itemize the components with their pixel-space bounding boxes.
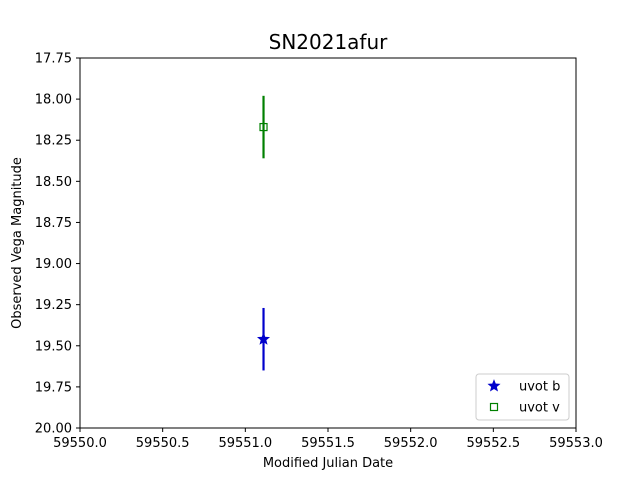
data-marks bbox=[256, 95, 271, 371]
x-axis-label: Modified Julian Date bbox=[263, 456, 393, 471]
x-tick-label: 59550.0 bbox=[53, 436, 107, 451]
data-point-square bbox=[259, 122, 268, 132]
y-tick-label: 18.75 bbox=[35, 216, 72, 231]
y-tick-label: 17.75 bbox=[35, 52, 72, 67]
x-tick-label: 59550.5 bbox=[136, 436, 190, 451]
chart-title: SN2021afur bbox=[269, 30, 389, 54]
legend-label: uvot b bbox=[519, 380, 560, 395]
y-axis-label: Observed Vega Magnitude bbox=[10, 157, 25, 329]
y-tick-label: 19.50 bbox=[35, 339, 72, 354]
x-tick-label: 59551.5 bbox=[301, 436, 355, 451]
y-tick-label: 19.25 bbox=[35, 298, 72, 313]
y-axis: 17.75 18.00 18.25 18.50 18.75 19.00 19.25 19.50… bbox=[35, 52, 80, 437]
plot-area bbox=[79, 57, 577, 429]
data-point-star bbox=[256, 332, 271, 345]
legend-frame bbox=[475, 373, 570, 421]
y-tick-label: 18.50 bbox=[35, 175, 72, 190]
legend: uvot b uvot v bbox=[475, 373, 570, 421]
y-tick-label: 18.00 bbox=[35, 93, 72, 108]
x-tick-label: 59553.0 bbox=[549, 436, 603, 451]
legend-square-marker bbox=[489, 402, 499, 412]
x-tick-label: 59552.5 bbox=[466, 436, 520, 451]
y-tick-label: 20.00 bbox=[35, 422, 72, 437]
x-tick-label: 59551.0 bbox=[218, 436, 272, 451]
y-tick-label: 18.25 bbox=[35, 134, 72, 149]
x-axis: 59550.0 59550.5 59551.0 59551.5 59552.0 59552… bbox=[53, 428, 603, 451]
y-tick-label: 19.75 bbox=[35, 380, 72, 395]
y-tick-label: 19.00 bbox=[35, 257, 72, 272]
legend-star-marker bbox=[487, 379, 501, 392]
plot-frame bbox=[79, 57, 577, 429]
legend-label: uvot v bbox=[519, 401, 560, 416]
x-tick-label: 59552.0 bbox=[384, 436, 438, 451]
